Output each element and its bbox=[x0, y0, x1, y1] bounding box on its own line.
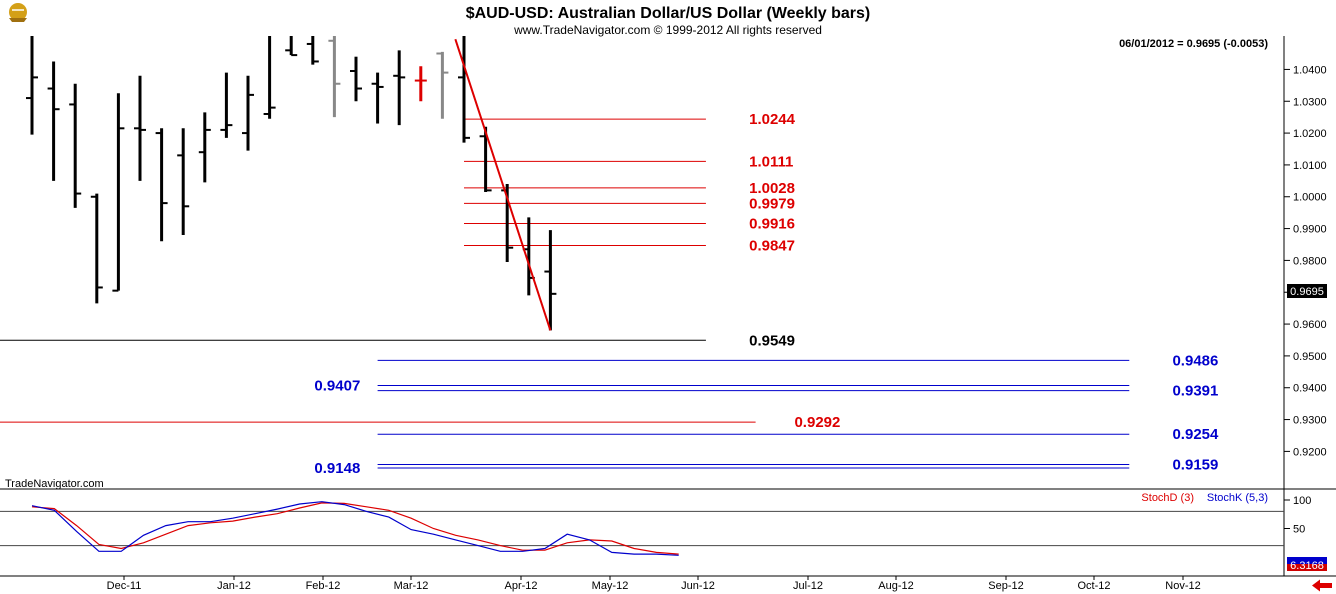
level-label: 1.0028 bbox=[749, 180, 795, 197]
level-label: 0.9916 bbox=[749, 215, 795, 232]
trade-navigator-logo-icon bbox=[9, 3, 27, 22]
x-tick-label: Jun-12 bbox=[681, 580, 715, 592]
y-axis-ticks: 1.0400 1.0300 1.0200 1.0100 1.0000 0.9900 0.98… bbox=[1284, 64, 1327, 458]
last-price-tag bbox=[1287, 284, 1327, 298]
x-tick-label: Oct-12 bbox=[1077, 580, 1110, 592]
y-tick-label: 1.0200 bbox=[1293, 128, 1327, 140]
last-price-label: 0.9695 bbox=[1290, 286, 1324, 298]
level-label: 0.9407 bbox=[314, 378, 360, 395]
y-tick-label: 1.0000 bbox=[1293, 192, 1327, 204]
x-tick-label: Feb-12 bbox=[306, 580, 341, 592]
ohlc-bar bbox=[90, 193, 103, 304]
x-axis-ticks: Dec-11 Jan-12 Feb-12 Mar-12 Apr-12 May-12 Jun-… bbox=[107, 576, 1201, 592]
y-tick-label: 0.9300 bbox=[1293, 415, 1327, 427]
ohlc-bar bbox=[306, 36, 319, 65]
trendline-layer bbox=[454, 38, 552, 331]
ohlc-bar bbox=[479, 126, 492, 192]
ohlc-bar bbox=[134, 75, 146, 181]
x-tick-label: Dec-11 bbox=[107, 580, 142, 592]
ohlc-bar bbox=[458, 36, 470, 143]
level-label: 0.9159 bbox=[1172, 456, 1218, 473]
stoch-legend-entry: StochD (3) bbox=[1141, 492, 1194, 504]
watermark: TradeNavigator.com bbox=[5, 478, 104, 490]
ohlc-bar bbox=[522, 217, 535, 296]
ohlc-bar bbox=[198, 112, 211, 183]
x-tick-label: Mar-12 bbox=[394, 580, 429, 592]
ohlc-bar bbox=[393, 50, 406, 126]
chart-title: $AUD-USD: Australian Dollar/US Dollar (W… bbox=[466, 5, 871, 22]
y-tick-label: 0.9400 bbox=[1293, 383, 1327, 395]
level-label: 0.9254 bbox=[1172, 426, 1219, 443]
level-label: 0.9847 bbox=[749, 237, 795, 254]
stochastic-legend: StochD (3) StochK (5,3) bbox=[1141, 492, 1268, 504]
y-tick-label: 1.0300 bbox=[1293, 96, 1327, 108]
ohlc-bar bbox=[47, 61, 60, 181]
level-label: 0.9979 bbox=[749, 195, 795, 212]
ohlc-bar bbox=[436, 51, 449, 119]
ohlc-bar bbox=[263, 36, 276, 119]
x-tick-label: Apr-12 bbox=[504, 580, 537, 592]
level-label: 0.9391 bbox=[1172, 383, 1218, 400]
level-label: 1.0111 bbox=[749, 153, 793, 170]
x-tick-label: Aug-12 bbox=[878, 580, 913, 592]
stoch-tick-label: 100 bbox=[1293, 495, 1311, 507]
ohlc-bar bbox=[328, 36, 341, 118]
stoch-d-line bbox=[31, 502, 679, 555]
level-label: 0.9549 bbox=[749, 332, 795, 349]
y-tick-label: 0.9900 bbox=[1293, 224, 1327, 236]
level-label: 0.9486 bbox=[1172, 352, 1218, 369]
stoch-legend-entry: StochK (5,3) bbox=[1207, 492, 1268, 504]
y-tick-label: 0.9800 bbox=[1293, 255, 1327, 267]
copyright-text: www.TradeNavigator.com © 1999-2012 All r… bbox=[513, 23, 822, 37]
ohlc-bar bbox=[544, 230, 557, 331]
ohlc-bar bbox=[350, 56, 362, 102]
level-label: 0.9292 bbox=[794, 414, 840, 431]
y-tick-label: 1.0400 bbox=[1293, 64, 1327, 76]
stochastic-panel: 100 50 bbox=[0, 495, 1311, 556]
ohlc-bar bbox=[155, 128, 168, 242]
ohlc-bar bbox=[220, 72, 233, 138]
price-bars bbox=[26, 36, 557, 331]
y-tick-label: 0.9200 bbox=[1293, 446, 1327, 458]
y-tick-label: 0.9600 bbox=[1293, 319, 1327, 331]
x-tick-label: May-12 bbox=[592, 580, 629, 592]
x-tick-label: Sep-12 bbox=[988, 580, 1023, 592]
price-readout: 06/01/2012 = 0.9695 (-0.0053) bbox=[1119, 38, 1268, 50]
y-tick-label: 1.0100 bbox=[1293, 160, 1327, 172]
ohlc-bar bbox=[26, 36, 38, 135]
stoch-value-label: 6.3168 bbox=[1290, 560, 1324, 572]
scroll-right-arrow-icon[interactable] bbox=[1308, 579, 1334, 592]
y-tick-label: 0.9500 bbox=[1293, 351, 1327, 363]
trendline bbox=[454, 38, 552, 331]
ohlc-bar bbox=[371, 72, 384, 124]
ohlc-bar bbox=[242, 75, 254, 151]
stoch-k-line bbox=[31, 501, 679, 556]
x-tick-label: Jul-12 bbox=[793, 580, 823, 592]
ohlc-bar bbox=[69, 83, 82, 208]
ohlc-bar bbox=[414, 66, 427, 102]
stoch-tick-label: 50 bbox=[1293, 524, 1305, 536]
ohlc-bar bbox=[285, 36, 298, 57]
level-label: 0.9148 bbox=[314, 460, 360, 477]
ohlc-bar bbox=[112, 93, 125, 292]
level-label: 1.0244 bbox=[749, 111, 796, 128]
x-tick-label: Jan-12 bbox=[217, 580, 251, 592]
ohlc-bar bbox=[177, 128, 190, 235]
x-tick-label: Nov-12 bbox=[1165, 580, 1200, 592]
